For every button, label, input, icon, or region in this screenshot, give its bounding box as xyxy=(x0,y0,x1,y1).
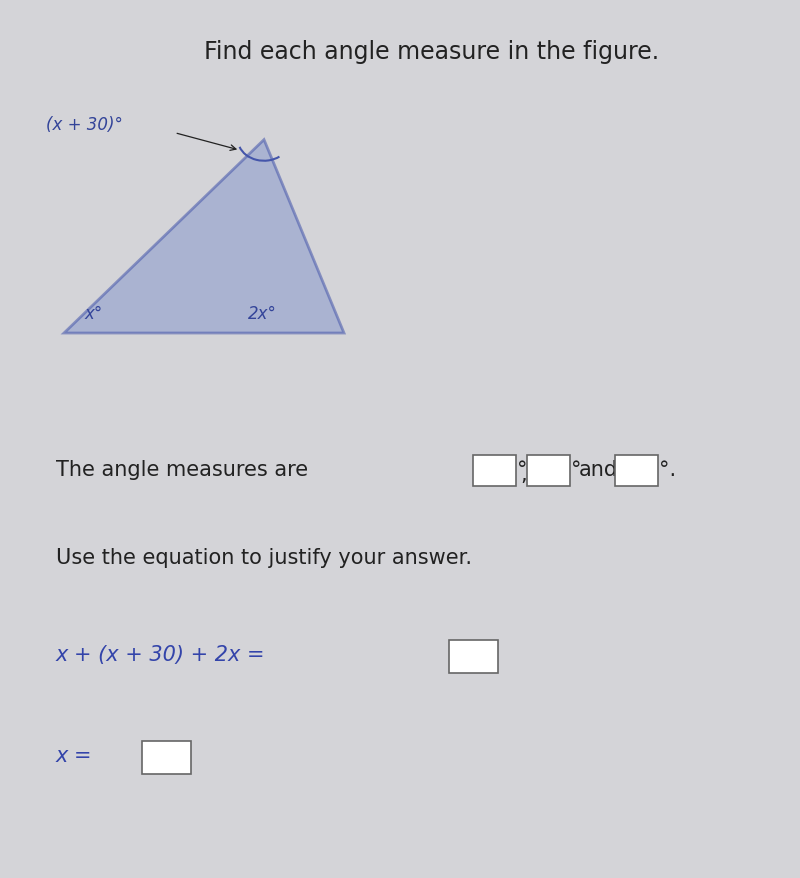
Text: x°: x° xyxy=(84,306,102,323)
Text: 2x°: 2x° xyxy=(248,306,277,323)
FancyBboxPatch shape xyxy=(527,456,570,486)
FancyBboxPatch shape xyxy=(473,456,516,486)
Text: and: and xyxy=(579,460,618,479)
Text: ,: , xyxy=(520,464,526,484)
Text: x + (x + 30) + 2x =: x + (x + 30) + 2x = xyxy=(56,644,266,664)
FancyBboxPatch shape xyxy=(615,456,658,486)
FancyBboxPatch shape xyxy=(449,640,498,673)
Text: Find each angle measure in the figure.: Find each angle measure in the figure. xyxy=(205,40,659,63)
Text: (x + 30)°: (x + 30)° xyxy=(46,116,123,133)
FancyBboxPatch shape xyxy=(142,741,191,774)
Text: °: ° xyxy=(517,460,527,479)
Polygon shape xyxy=(64,140,344,334)
Text: The angle measures are: The angle measures are xyxy=(56,460,308,479)
Text: °: ° xyxy=(571,460,582,479)
Text: Use the equation to justify your answer.: Use the equation to justify your answer. xyxy=(56,548,472,567)
Text: x =: x = xyxy=(56,745,93,765)
Text: °.: °. xyxy=(659,460,676,479)
